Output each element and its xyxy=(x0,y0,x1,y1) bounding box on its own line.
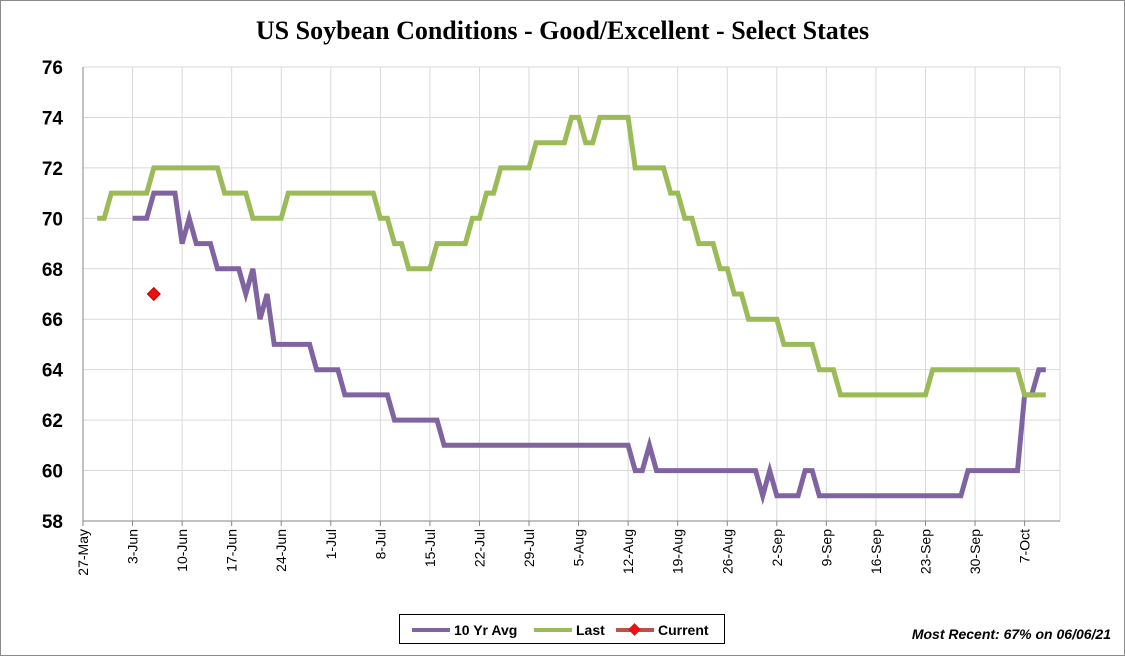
x-tick-label: 12-Aug xyxy=(620,529,636,574)
series-point-current xyxy=(146,286,161,302)
x-tick-label: 29-Jul xyxy=(521,529,537,567)
y-tick-label: 74 xyxy=(42,108,64,129)
x-tick-label: 22-Jul xyxy=(471,529,487,567)
x-tick-label: 5-Aug xyxy=(571,529,587,566)
x-tick-label: 27-May xyxy=(75,529,91,576)
legend-label-current: Current xyxy=(658,622,709,638)
y-tick-label: 76 xyxy=(42,58,63,79)
legend-item-10yr-avg: 10 Yr Avg xyxy=(412,621,517,639)
y-tick-label: 68 xyxy=(42,260,63,281)
y-tick-label: 62 xyxy=(42,411,63,432)
series-line-last xyxy=(97,114,1046,398)
x-tick-label: 3-Jun xyxy=(125,529,141,564)
legend-item-last: Last xyxy=(534,621,605,639)
legend-swatch-10yr-avg xyxy=(412,621,450,639)
series-line-10-yr-avg xyxy=(132,190,1046,506)
y-tick-label: 70 xyxy=(42,209,63,230)
chart-title: US Soybean Conditions - Good/Excellent -… xyxy=(255,16,870,45)
x-tick-label: 9-Sep xyxy=(818,529,834,567)
x-tick-label: 8-Jul xyxy=(372,529,388,559)
x-tick-label: 7-Oct xyxy=(1017,529,1033,563)
series-lines xyxy=(97,114,1046,506)
legend-swatch-current xyxy=(616,621,654,639)
x-tick-label: 23-Sep xyxy=(917,529,933,574)
x-tick-label: 1-Jul xyxy=(323,529,339,559)
x-tick-label: 15-Jul xyxy=(422,529,438,567)
axes xyxy=(82,67,1060,526)
y-tick-label: 64 xyxy=(42,361,64,382)
tick-labels: 58 60 62 64 66 68 70 72 74 76 27-May 3-Jun 10-Jun 17-… xyxy=(42,58,1033,576)
x-tick-label: 24-Jun xyxy=(273,529,289,572)
x-tick-label: 19-Aug xyxy=(670,529,686,574)
x-tick-label: 10-Jun xyxy=(174,529,190,572)
most-recent-note: Most Recent: 67% on 06/06/21 xyxy=(911,626,1111,642)
y-tick-label: 58 xyxy=(42,512,63,533)
y-tick-label: 66 xyxy=(42,310,63,331)
x-tick-label: 16-Sep xyxy=(868,529,884,574)
legend-label-10yr-avg: 10 Yr Avg xyxy=(454,622,518,638)
legend-swatch-last xyxy=(534,621,572,639)
legend-item-current: Current xyxy=(616,621,709,639)
x-tick-label: 26-Aug xyxy=(719,529,735,574)
y-tick-label: 72 xyxy=(42,159,63,180)
legend-label-last: Last xyxy=(576,622,605,638)
x-tick-label: 17-Jun xyxy=(224,529,240,572)
x-tick-label: 30-Sep xyxy=(967,529,983,574)
x-tick-label: 2-Sep xyxy=(769,529,785,567)
legend: 10 Yr Avg Last Current xyxy=(399,614,725,644)
gridlines xyxy=(82,66,1061,522)
y-tick-label: 60 xyxy=(42,462,63,483)
